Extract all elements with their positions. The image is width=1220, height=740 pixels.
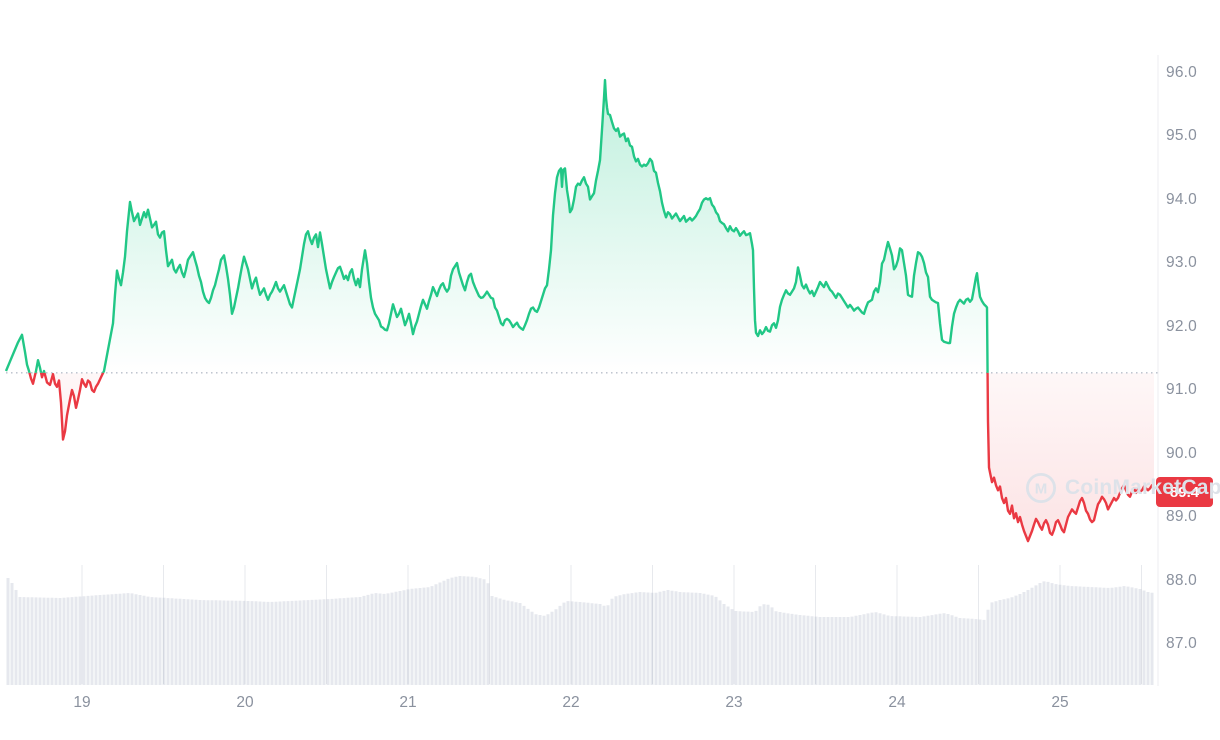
x-axis-label: 24: [888, 694, 906, 711]
y-axis-label: 90.0: [1166, 444, 1197, 462]
current-price-value: 89.4: [1169, 483, 1200, 501]
x-axis-label: 23: [725, 694, 743, 711]
x-axis-label: 21: [399, 694, 417, 711]
x-axis-label: 20: [236, 694, 254, 711]
x-axis-label: 19: [73, 694, 91, 711]
y-axis-label: 95.0: [1166, 127, 1197, 144]
volume-bars: [6, 576, 1154, 685]
y-axis-label: 87.0: [1166, 635, 1197, 652]
y-axis-label: 89.0: [1166, 508, 1197, 525]
x-axis-label: 22: [562, 694, 580, 711]
y-axis-label: 96.0: [1166, 63, 1197, 81]
area-fill-down: [29, 372, 1154, 542]
y-axis-label: 94.0: [1166, 190, 1197, 208]
y-axis-label: 92.0: [1166, 317, 1197, 335]
current-price-badge: 89.4: [1156, 477, 1213, 507]
y-axis-label: 88.0: [1166, 571, 1197, 589]
y-axis-label: 91.0: [1166, 381, 1197, 398]
area-fill-up: [6, 80, 1154, 373]
y-axis-label: 93.0: [1166, 254, 1197, 271]
x-axis-label: 25: [1051, 694, 1069, 711]
price-line-up: [4, 78, 989, 373]
